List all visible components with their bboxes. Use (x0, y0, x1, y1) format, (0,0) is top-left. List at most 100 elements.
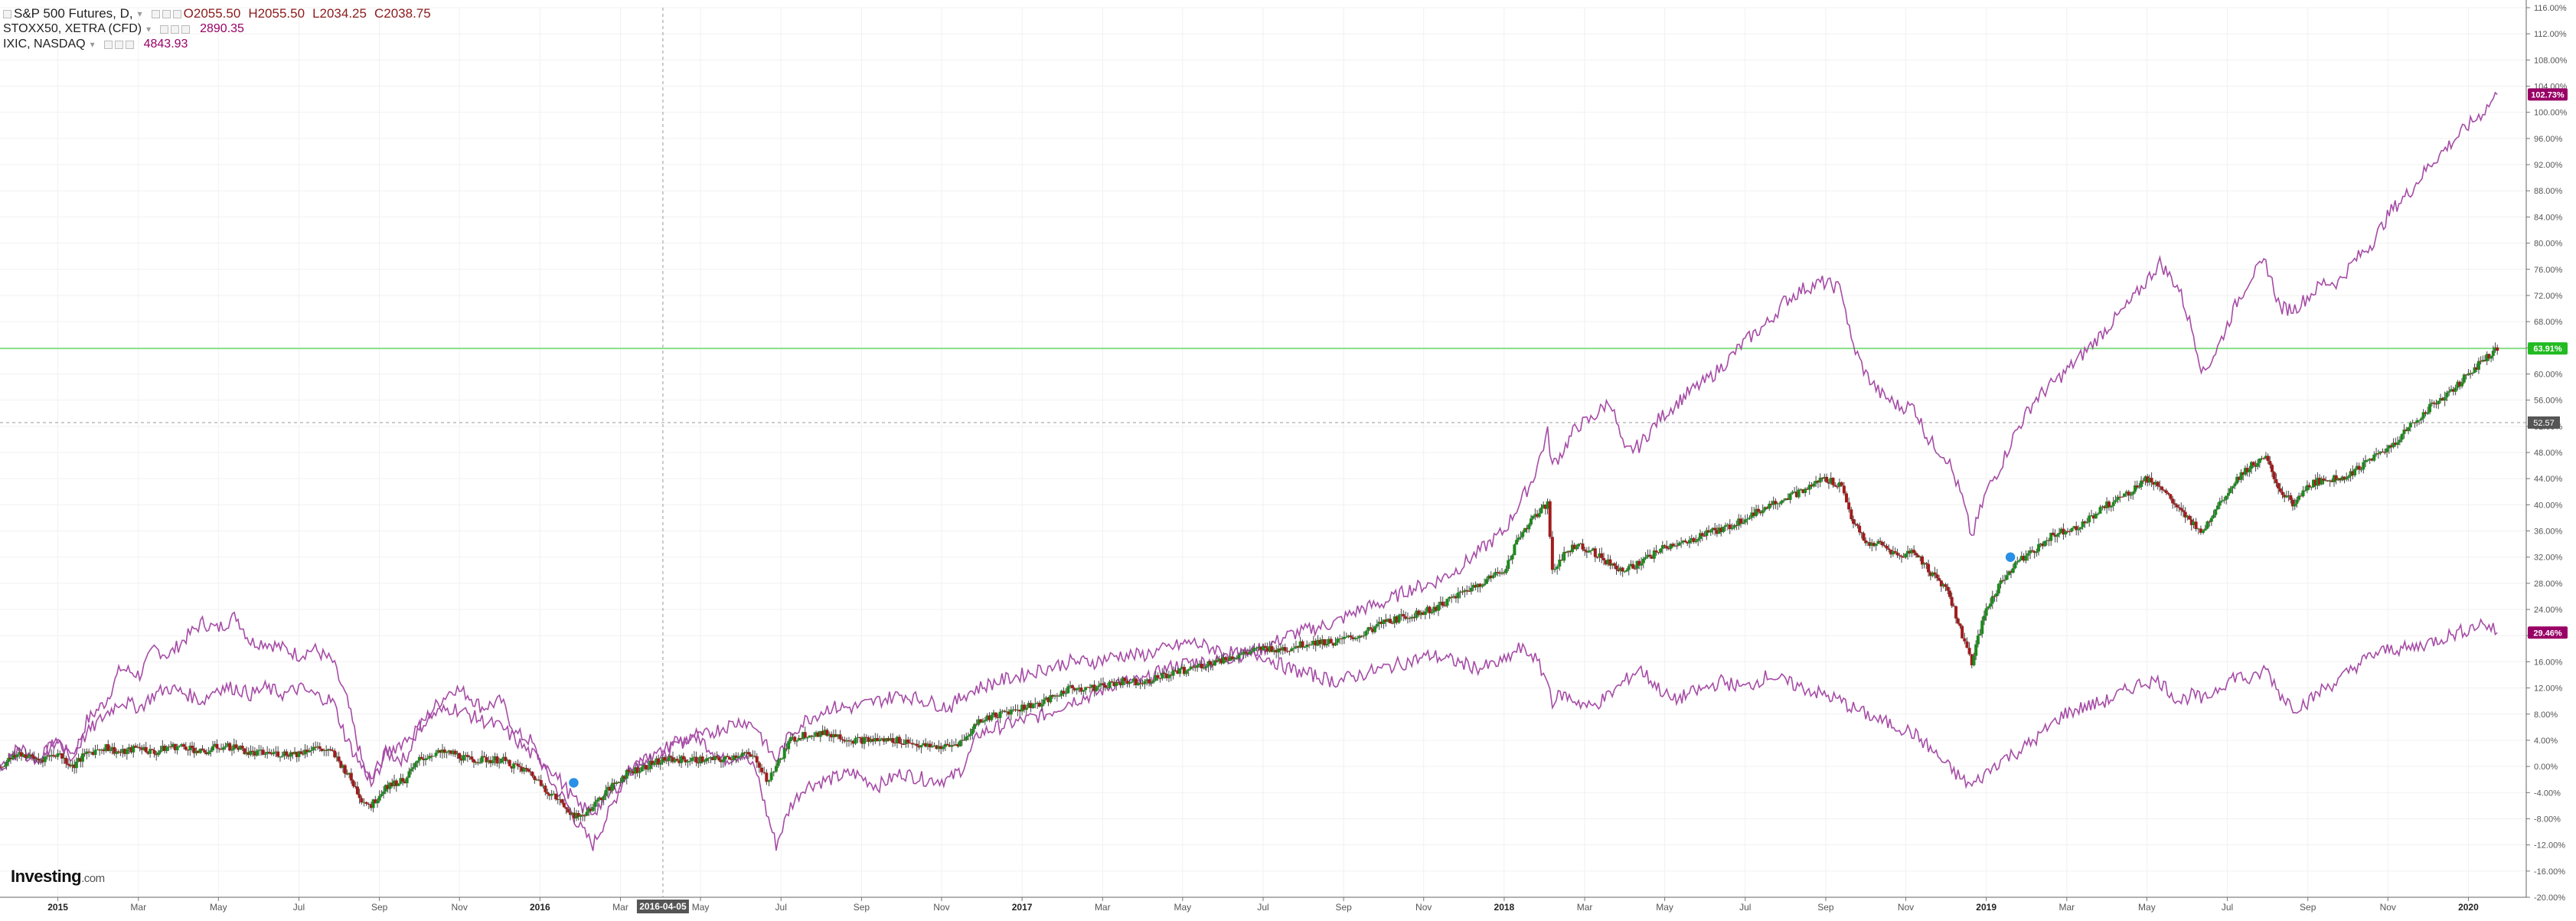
candle-body (779, 758, 782, 760)
candle-body (849, 740, 853, 742)
candle-body (746, 752, 750, 755)
candle (1805, 486, 1809, 491)
candle-body (1856, 524, 1859, 526)
candle (2307, 482, 2311, 490)
candle-body (1069, 685, 1073, 687)
candle-body (422, 758, 426, 760)
candle (1502, 570, 1506, 576)
chevron-down-icon[interactable]: ▾ (146, 24, 152, 34)
chevron-down-icon[interactable]: ▾ (90, 39, 95, 50)
settings-icon[interactable] (171, 24, 180, 34)
close-icon[interactable] (125, 40, 134, 49)
candle-body (573, 812, 576, 819)
candle (1978, 629, 1982, 636)
candle-body (410, 769, 413, 772)
candle-body (194, 750, 198, 753)
candle-body (1222, 657, 1226, 664)
candle (956, 742, 960, 748)
candle (2179, 502, 2183, 516)
candle-body (745, 752, 749, 753)
candle-body (337, 756, 341, 762)
candle-body (661, 757, 664, 763)
legend-nasdaq-series[interactable]: IXIC, NASDAQ ▾ 4843.93 (3, 37, 439, 52)
candle-body (1095, 687, 1099, 691)
candle (2439, 394, 2443, 404)
candle-body (576, 812, 580, 817)
candle-body (625, 769, 628, 779)
candle (182, 742, 186, 750)
legend-main-series[interactable]: S&P 500 Futures, D, ▾ O2055.50 H2055.50 … (3, 6, 439, 21)
candle (1850, 506, 1853, 521)
candle (1377, 616, 1381, 630)
candle-body (726, 756, 730, 757)
candle (1933, 567, 1937, 579)
candle-body (1373, 626, 1376, 632)
candle-body (1360, 635, 1363, 637)
candle-body (1128, 682, 1131, 684)
candle (808, 735, 811, 738)
candle (1517, 534, 1520, 542)
candle (314, 741, 318, 751)
candle-body (1138, 682, 1142, 684)
candle (2220, 495, 2224, 503)
eye-icon[interactable] (160, 24, 169, 34)
candle-body (1654, 550, 1658, 553)
candle (1912, 545, 1916, 556)
collapse-icon[interactable] (3, 9, 11, 18)
candle-body (2030, 550, 2034, 552)
candle-body (2278, 488, 2282, 492)
candle-body (2299, 495, 2303, 497)
candle (318, 742, 322, 752)
eye-icon[interactable] (103, 40, 113, 49)
candle-body (1741, 522, 1745, 524)
candle-body (547, 794, 551, 796)
candle-body (1018, 709, 1022, 712)
candle-body (2464, 374, 2468, 376)
candle (1812, 481, 1816, 488)
candle (186, 749, 190, 756)
candle (629, 769, 633, 774)
candle-body (1005, 711, 1009, 713)
candle-body (975, 723, 978, 725)
candle (2434, 399, 2438, 409)
investing-logo[interactable]: Investing.com (11, 867, 105, 887)
eye-icon[interactable] (151, 9, 160, 18)
candle (932, 742, 936, 747)
candle (1671, 542, 1675, 548)
candle (2166, 492, 2170, 496)
candle-body (2166, 492, 2170, 495)
candle-body (1805, 488, 1809, 490)
candle (11, 750, 15, 761)
candle-body (1978, 634, 1982, 636)
candle-body (1134, 678, 1138, 685)
candle-body (2451, 389, 2455, 392)
candle-body (609, 786, 612, 791)
legend-stoxx-series[interactable]: STOXX50, XETRA (CFD) ▾ 2890.35 (3, 21, 439, 37)
settings-icon[interactable] (162, 9, 171, 18)
candle (1637, 558, 1641, 570)
chevron-down-icon[interactable]: ▾ (137, 8, 142, 19)
candle (1257, 645, 1261, 652)
x-tick-label: Mar (2059, 902, 2075, 913)
candle-body (673, 759, 677, 763)
close-icon[interactable] (181, 24, 191, 34)
candle-body (869, 739, 873, 742)
candle-body (1984, 608, 1988, 616)
candle-body (1176, 671, 1180, 674)
candle (719, 758, 723, 769)
y-tick-label: -20.00% (2534, 893, 2565, 903)
settings-icon[interactable] (114, 40, 123, 49)
candle-body (1430, 612, 1434, 614)
candle (1543, 504, 1547, 515)
candle (587, 806, 591, 816)
candle-body (550, 794, 553, 796)
candle (276, 746, 280, 758)
candle (988, 712, 991, 723)
candle-body (314, 746, 318, 748)
candle-body (873, 738, 877, 742)
candle (749, 752, 753, 758)
close-icon[interactable] (172, 9, 181, 18)
candle-body (664, 760, 668, 762)
